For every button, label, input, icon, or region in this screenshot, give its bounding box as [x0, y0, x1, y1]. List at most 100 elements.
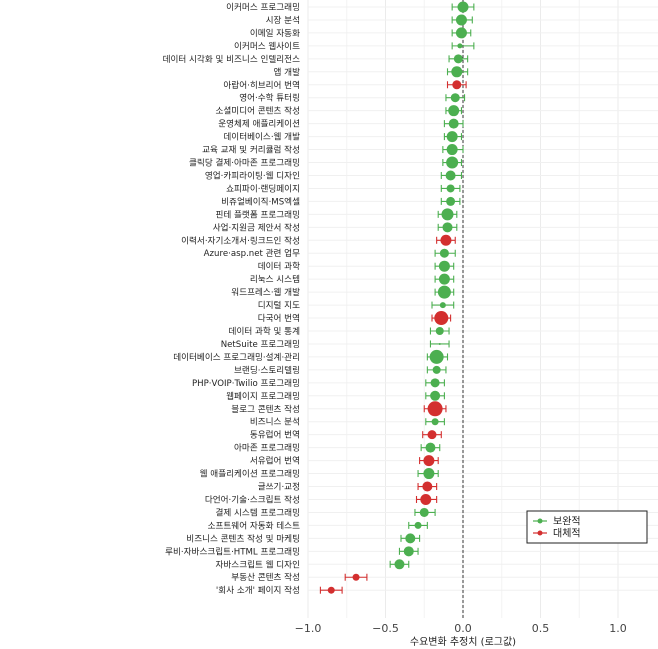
category-label: 서유럽어 번역 — [250, 456, 300, 467]
category-label: 이메일 자동화 — [250, 28, 300, 39]
estimate-point — [414, 521, 422, 529]
category-label: 리눅스 시스템 — [250, 273, 300, 285]
estimate-point — [425, 442, 436, 453]
estimate-point — [422, 481, 433, 492]
category-label: 사업·지원금 제안서 작성 — [213, 222, 300, 233]
category-label: 아마존 프로그래밍 — [234, 443, 300, 454]
legend-key-dot — [537, 518, 543, 524]
x-axis-title: 수요변화 추정치 (로그값) — [410, 636, 516, 648]
category-label: 시장 분석 — [266, 15, 300, 26]
category-label: 부동산 콘텐츠 작성 — [231, 572, 300, 583]
estimate-point — [403, 546, 414, 557]
category-label: 이커머스 프로그래밍 — [226, 2, 300, 13]
estimate-point — [453, 54, 463, 64]
category-label: 동유럽어 번역 — [250, 430, 300, 441]
category-label: 브랜딩·스토리텔링 — [234, 364, 300, 376]
category-label: 이력서·자기소개서·링크드인 작성 — [181, 234, 300, 246]
category-label: 다언어·기술·스크립트 작성 — [205, 493, 300, 505]
category-label: 다국어 번역 — [258, 313, 300, 324]
category-label: 앱 개발 — [274, 66, 301, 78]
category-label: 루비·자바스크립트·HTML 프로그래밍 — [165, 546, 300, 557]
estimate-point — [438, 273, 450, 285]
category-label: 비즈니스 콘텐츠 작성 및 마케팅 — [186, 532, 300, 544]
category-label: 소셜미디어 콘텐츠 작성 — [215, 106, 300, 117]
estimate-point — [445, 170, 456, 181]
estimate-point — [439, 248, 449, 258]
estimate-point — [429, 349, 444, 364]
estimate-point — [352, 573, 360, 581]
estimate-point — [423, 468, 435, 480]
estimate-point — [455, 14, 467, 26]
estimate-point — [439, 302, 446, 309]
grid — [307, 0, 658, 618]
x-tick-label: 0.0 — [454, 622, 472, 635]
ci-bar — [451, 42, 475, 50]
legend-item: 대체적 — [533, 528, 581, 540]
category-label: 비즈니스 분석 — [250, 417, 300, 428]
confidence-intervals — [319, 3, 475, 594]
x-tick-label: −0.5 — [372, 622, 399, 635]
category-label: 영업·카피라이팅·웹 디자인 — [205, 170, 300, 181]
category-label: 아랍어·히브리어 번역 — [223, 80, 300, 91]
category-label: 결제 시스템 프로그래밍 — [215, 506, 300, 518]
estimate-point — [451, 66, 463, 78]
estimate-point — [438, 342, 441, 345]
category-label: PHP·VOIP·Twilio 프로그래밍 — [192, 378, 300, 389]
estimate-point — [419, 507, 429, 517]
estimate-point — [448, 118, 459, 129]
estimate-point — [448, 105, 460, 117]
estimate-point — [438, 260, 450, 272]
category-label: 웹 애플리케이션 프로그래밍 — [200, 469, 300, 480]
estimate-point — [446, 184, 455, 193]
category-label: 자바스크립트 웹 디자인 — [215, 559, 300, 570]
estimate-point — [457, 43, 463, 49]
category-label: NetSuite 프로그래밍 — [221, 339, 300, 350]
estimate-point — [430, 390, 441, 401]
category-label: 데이터베이스 프로그래밍·설계·관리 — [173, 351, 300, 363]
x-axis-ticks: −1.0 −0.5 0.0 0.5 1.0 — [295, 622, 627, 635]
estimate-point — [442, 222, 453, 233]
estimate-point — [452, 80, 462, 90]
estimate-point — [440, 234, 452, 246]
category-label: 쇼피파이·랜딩페이지 — [226, 183, 300, 194]
category-label: 블로그 콘텐츠 작성 — [231, 404, 300, 415]
category-label: Azure·asp.net 관련 업무 — [204, 248, 300, 259]
estimate-point — [394, 559, 405, 570]
estimate-point — [430, 378, 440, 388]
legend-label: 대체적 — [553, 528, 581, 540]
category-label: 소프트웨어 자동화 테스트 — [208, 519, 301, 531]
category-label: 핀테 플랫폼 프로그래밍 — [215, 209, 300, 220]
x-tick-label: 0.5 — [532, 622, 550, 635]
category-label: 글쓰기·교정 — [258, 482, 300, 493]
legend-item: 보완적 — [533, 516, 581, 528]
category-label: 이커머스 웹사이트 — [234, 41, 300, 52]
category-label: 운영체제 애플리케이션 — [218, 119, 300, 130]
estimate-point — [446, 156, 459, 169]
category-label: 영어·수학 튜터링 — [239, 92, 300, 104]
estimate-point — [435, 327, 444, 335]
estimate-point — [437, 285, 451, 299]
estimate-point — [405, 533, 416, 544]
estimate-point — [432, 365, 441, 374]
category-label: 데이터베이스·웹 개발 — [223, 132, 300, 143]
category-label: 데이터 과학 — [258, 261, 300, 272]
category-label: 워드프레스·웹 개발 — [231, 287, 300, 298]
estimate-point — [423, 455, 435, 467]
legend-box — [526, 510, 648, 544]
category-label: 교육 교재 및 커리큘럼 작성 — [202, 144, 300, 156]
estimate-point — [420, 493, 432, 505]
estimate-point — [327, 586, 335, 594]
legend-label: 보완적 — [553, 516, 581, 528]
estimate-points — [327, 1, 469, 594]
estimate-point — [446, 144, 458, 156]
estimate-point — [441, 208, 454, 221]
estimate-point — [450, 93, 460, 103]
estimate-point — [446, 196, 456, 206]
category-label: 데이터 시각화 및 비즈니스 인텔리전스 — [163, 53, 301, 65]
estimate-point — [434, 311, 449, 326]
estimate-point — [446, 131, 458, 143]
category-label: 비쥬얼베이직·MS엑셀 — [221, 195, 300, 207]
